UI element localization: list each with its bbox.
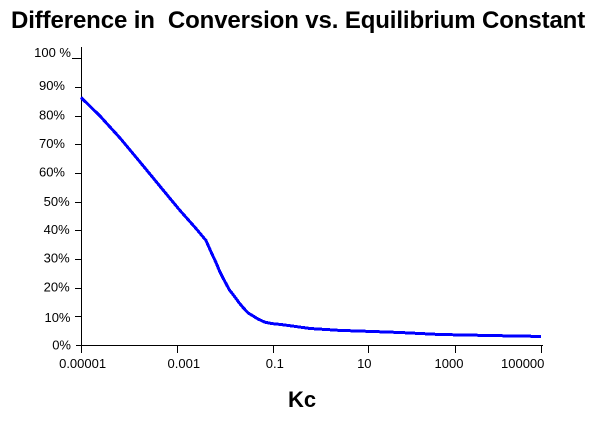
svg-text:20%: 20% — [44, 280, 70, 295]
svg-text:40%: 40% — [44, 222, 70, 237]
svg-text:60%: 60% — [39, 165, 65, 180]
svg-text:Difference in Conversion vs.: Difference in Conversion vs. Equilibrium… — [11, 7, 585, 34]
svg-text:0.00001: 0.00001 — [59, 356, 106, 371]
svg-text:100 %: 100 % — [34, 45, 71, 60]
svg-text:80%: 80% — [39, 108, 65, 123]
svg-text:100000: 100000 — [501, 356, 544, 371]
svg-text:30%: 30% — [44, 251, 70, 266]
svg-text:1000: 1000 — [435, 356, 464, 371]
svg-text:0.1: 0.1 — [266, 356, 284, 371]
svg-text:10%: 10% — [44, 310, 70, 325]
svg-text:0%: 0% — [52, 338, 71, 353]
svg-text:Kc: Kc — [288, 387, 316, 412]
svg-text:10: 10 — [357, 356, 371, 371]
svg-text:0.001: 0.001 — [168, 356, 201, 371]
svg-text:90%: 90% — [39, 78, 65, 93]
svg-text:70%: 70% — [39, 136, 65, 151]
svg-text:50%: 50% — [44, 194, 70, 209]
